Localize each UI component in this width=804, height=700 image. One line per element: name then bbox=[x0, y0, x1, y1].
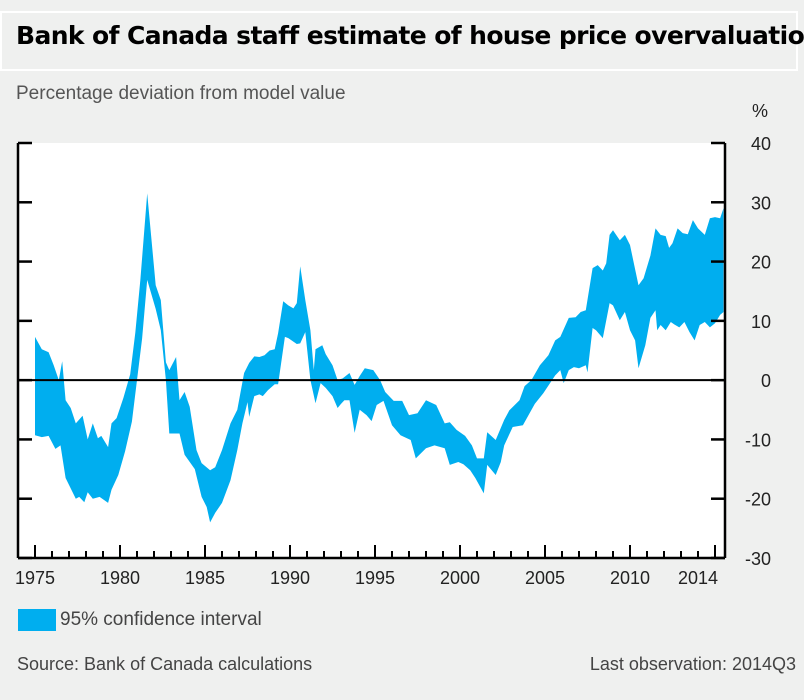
x-tick-label: 1995 bbox=[355, 568, 395, 588]
x-tick-label: 1975 bbox=[15, 568, 55, 588]
title-box bbox=[0, 11, 798, 71]
y-tick-label: -10 bbox=[745, 430, 771, 450]
y-tick-label: 0 bbox=[761, 371, 771, 391]
y-tick-label: 20 bbox=[751, 253, 771, 273]
y-tick-label: -30 bbox=[745, 549, 771, 569]
x-tick-label: 1985 bbox=[185, 568, 225, 588]
legend-label: 95% confidence interval bbox=[60, 609, 262, 630]
chart-subtitle: Percentage deviation from model value bbox=[16, 83, 346, 104]
source-note: Source: Bank of Canada calculations bbox=[17, 654, 313, 674]
x-tick-label: 2005 bbox=[525, 568, 565, 588]
y-tick-label: -20 bbox=[745, 490, 771, 510]
tick-marks bbox=[18, 141, 725, 560]
x-tick-labels: 1975 1980 1985 1990 1995 2000 2005 2010 2014 bbox=[15, 568, 718, 588]
last-observation-note: Last observation: 2014Q3 bbox=[589, 654, 796, 674]
x-tick-label: 1980 bbox=[100, 568, 140, 588]
x-tick-label: 2000 bbox=[440, 568, 480, 588]
plot-background bbox=[18, 143, 725, 558]
y-tick-label: 30 bbox=[751, 193, 771, 213]
legend-swatch bbox=[18, 609, 56, 631]
y-unit-label: % bbox=[752, 101, 768, 121]
x-tick-label: 2010 bbox=[610, 568, 650, 588]
y-tick-label: 40 bbox=[751, 134, 771, 154]
legend: 95% confidence interval bbox=[18, 609, 262, 631]
x-tick-label: 2014 bbox=[678, 568, 718, 588]
confidence-band bbox=[35, 193, 724, 523]
y-tick-labels: -30 -20 -10 0 10 20 30 40 bbox=[745, 134, 771, 569]
chart-title: Bank of Canada staff estimate of house p… bbox=[16, 21, 804, 50]
y-tick-label: 10 bbox=[751, 312, 771, 332]
x-tick-label: 1990 bbox=[270, 568, 310, 588]
